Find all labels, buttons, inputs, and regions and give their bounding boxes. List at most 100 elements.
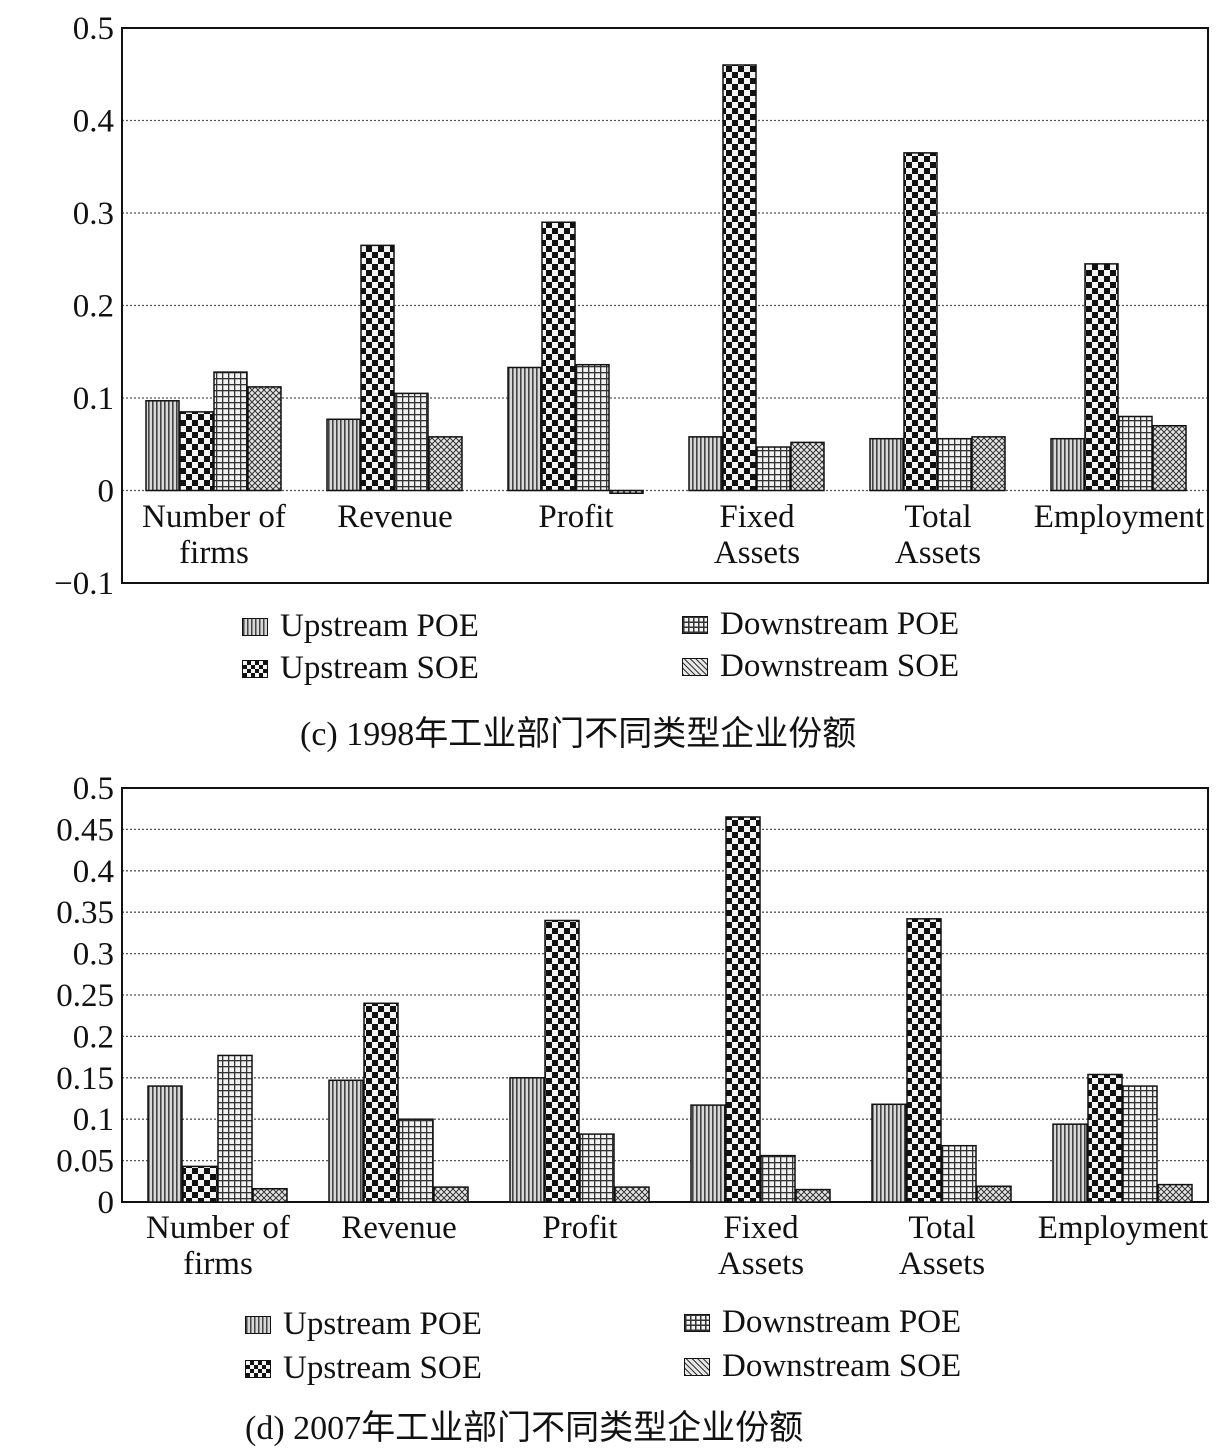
bar-upstream-soe [906,918,942,1203]
legend-item-upstream-poe: Upstream POE [245,1306,482,1343]
legend-swatch-checker [242,659,268,678]
bar-upstream-poe [145,400,180,492]
bar-downstream-soe [1152,425,1187,492]
x-category-label: Revenue [337,499,452,535]
legend-label: Downstream POE [722,1304,962,1340]
y-tick-label: 0.1 [73,1102,114,1138]
x-category-label: Total [908,1210,975,1246]
legend-swatch-vertical-lines [242,617,268,636]
y-tick-label: 0.25 [56,978,114,1014]
x-category-label: Number of [146,1210,290,1246]
x-category-label: Employment [1034,499,1204,535]
legend-label: Upstream SOE [283,1350,482,1386]
bar-upstream-soe [722,64,757,492]
legend-swatch-vertical-lines [245,1315,271,1334]
y-tick-label: 0.2 [73,1019,114,1055]
bar-downstream-poe [217,1054,253,1203]
legend-item-downstream-poe: Downstream POE [682,606,959,643]
x-category-label: Revenue [341,1210,456,1246]
y-tick-label: −0.1 [54,566,114,600]
bar-downstream-poe [937,437,972,492]
bar-upstream-poe [326,418,361,492]
x-category-label: Assets [899,1246,985,1282]
x-category-label: Profit [538,499,613,535]
bar-upstream-poe [1050,437,1085,492]
y-tick-label: 0.35 [56,895,114,931]
legend-label: Downstream POE [720,606,960,642]
bar-upstream-poe [509,1077,545,1203]
bar-chart-2007: 0 0.05 0.1 0.15 0.2 0.25 0.3 0.35 0.4 0.45 0.5 Numb… [56,771,1209,1282]
legend-label: Upstream POE [283,1306,482,1342]
legend-swatch-grid [682,615,708,634]
bar-downstream-poe [760,1154,796,1203]
bar-downstream-poe [579,1133,615,1203]
bar-downstream-soe [428,436,463,492]
bar-downstream-poe [394,392,429,492]
bar-upstream-poe [507,366,542,492]
legend-label: Upstream POE [280,608,479,644]
legend-swatch-crosshatch [682,657,708,676]
chart-panel-1998: −0.1 0 0.1 0.2 0.3 0.4 0.5 Number of firms Revenu… [54,11,1209,753]
bar-downstream-poe [1118,415,1153,492]
y-tick-label: 0.4 [73,104,114,140]
x-category-label: Employment [1038,1210,1208,1246]
y-tick-label: 0.3 [73,937,114,973]
x-category-label: firms [179,535,249,571]
bar-downstream-soe [247,386,282,492]
bar-upstream-poe [690,1104,726,1203]
legend-swatch-checker [245,1359,271,1378]
legend-item-upstream-poe: Upstream POE [242,608,479,645]
bar-downstream-soe [976,1185,1012,1203]
y-tick-label: 0.4 [73,854,114,890]
y-tick-label: 0.05 [56,1144,114,1180]
bar-upstream-soe [363,1002,399,1203]
bar-upstream-soe [903,152,938,492]
chart-caption: (c) 1998年工业部门不同类型企业份额 [300,716,857,753]
bar-downstream-soe [971,436,1006,492]
x-category-label: Fixed [723,1210,799,1246]
bar-downstream-poe [941,1144,977,1203]
x-category-label: Assets [895,535,981,571]
bar-upstream-soe [360,244,395,492]
legend-label: Downstream SOE [722,1348,962,1384]
y-tick-label: 0 [98,1185,115,1221]
plot-frame [121,27,1209,584]
bar-upstream-poe [869,437,904,492]
plot-frame [121,787,1209,1203]
chart-caption: (d) 2007年工业部门不同类型企业份额 [245,1410,804,1447]
bar-upstream-soe [1087,1073,1123,1203]
x-category-label: firms [183,1246,253,1282]
bar-downstream-soe [433,1186,469,1203]
x-category-label: Profit [542,1210,617,1246]
bar-downstream-poe [398,1118,434,1203]
x-category-label: Assets [718,1246,804,1282]
y-tick-label: 0.3 [73,196,114,232]
y-tick-label: 0.2 [73,289,114,325]
bar-downstream-poe [575,363,610,492]
bar-upstream-soe [725,816,761,1203]
bar-upstream-poe [1052,1123,1088,1203]
x-category-label: Total [904,499,971,535]
bar-upstream-soe [544,919,580,1203]
legend-label: Downstream SOE [720,648,960,684]
bar-downstream-poe [1122,1085,1158,1203]
y-tick-label: 0.45 [56,812,114,848]
bar-upstream-soe [1084,263,1119,492]
bar-upstream-soe [541,221,576,492]
bar-downstream-poe [756,446,791,492]
bar-upstream-poe [147,1085,183,1203]
legend-item-downstream-soe: Downstream SOE [682,648,959,685]
chart-panel-2007: 0 0.05 0.1 0.15 0.2 0.25 0.3 0.35 0.4 0.45 0.5 Numb… [0,760,1226,1452]
bar-downstream-soe [614,1186,650,1203]
x-category-label: Assets [714,535,800,571]
y-tick-label: 0.5 [73,11,114,47]
y-tick-label: 0.1 [73,381,114,417]
bar-downstream-soe [252,1188,288,1203]
legend-item-upstream-soe: Upstream SOE [242,650,479,687]
bar-upstream-poe [688,436,723,492]
bar-downstream-poe [213,371,248,492]
bar-upstream-soe [179,411,214,492]
bar-downstream-soe [795,1188,831,1203]
bar-downstream-soe [1157,1183,1193,1203]
